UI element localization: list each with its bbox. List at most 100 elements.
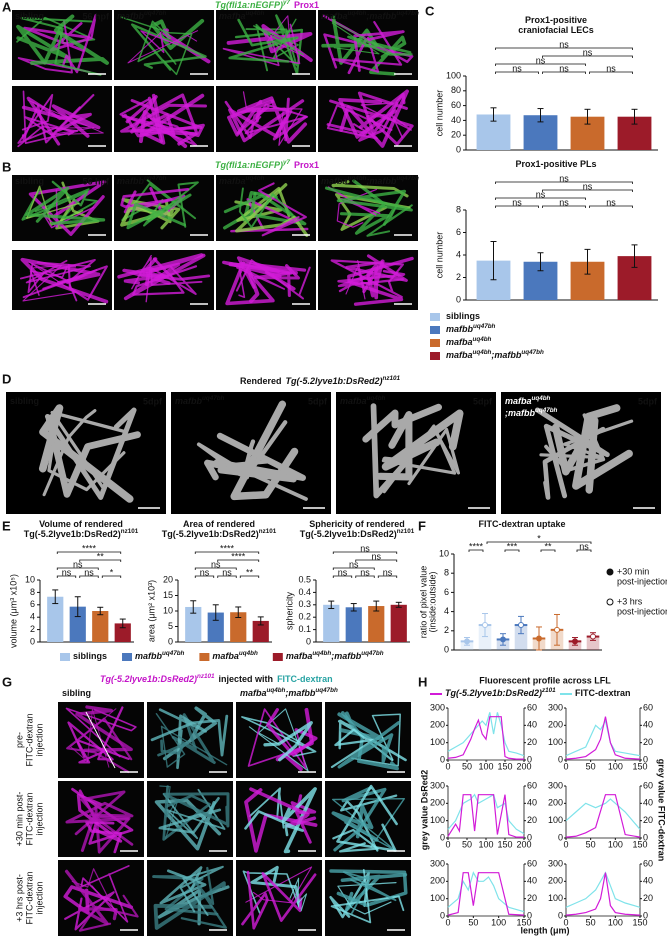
y-tick-label: 0 xyxy=(168,636,173,646)
dsred-profile xyxy=(565,716,641,760)
significance-label: ns xyxy=(73,559,83,569)
stage-label: 5dpf xyxy=(308,396,328,406)
tissue-signal xyxy=(155,713,228,768)
tissue-signal xyxy=(228,18,299,63)
y-axis-label: sphericity xyxy=(284,591,294,630)
y-tick-label: 200 xyxy=(430,798,445,808)
y2-tick-label: 40 xyxy=(527,876,537,886)
tissue-signal xyxy=(63,885,134,915)
y-tick-label: 20 xyxy=(163,574,173,584)
tissue-signal xyxy=(75,738,130,764)
y-tick-label: 0.5 xyxy=(298,574,311,584)
significance-bracket xyxy=(332,567,375,570)
label-part: mafba xyxy=(340,396,367,406)
y-tick-label: 6 xyxy=(444,587,449,597)
y-tick-label: 0.1 xyxy=(298,624,311,634)
tissue-signal xyxy=(336,784,398,852)
label-part: Tg(-5.2lyve1b:DsRed2) xyxy=(300,529,397,539)
superscript: uq47bh xyxy=(521,349,544,356)
tissue-signal xyxy=(157,739,186,757)
tissue-signal xyxy=(140,30,179,54)
tissue-signal xyxy=(23,22,93,52)
label-part: mafbb xyxy=(135,651,163,661)
x-tick-label: 50 xyxy=(468,917,478,927)
tissue-signal xyxy=(330,728,394,769)
tissue-signal xyxy=(366,204,413,237)
y-tick-label: 2 xyxy=(456,272,461,282)
bar xyxy=(368,606,385,642)
y-tick-label: 200 xyxy=(430,720,445,730)
y-tick-label: 300 xyxy=(430,858,445,868)
label-part: Tg(-5.2lyve1b:DsRed2) xyxy=(162,529,259,539)
label-part: sibling xyxy=(15,176,44,186)
tissue-signal xyxy=(85,820,123,854)
tissue-signal xyxy=(42,263,108,301)
tissue-signal xyxy=(244,788,318,853)
significance-label: *** xyxy=(507,541,518,551)
x-tick-label: 50 xyxy=(586,839,596,849)
tissue-signal xyxy=(257,182,307,237)
tissue-signal xyxy=(29,265,68,296)
y-tick-label: 100 xyxy=(548,737,563,747)
bar xyxy=(114,623,131,642)
mean-marker xyxy=(500,636,506,643)
significance-label: **** xyxy=(469,541,484,551)
rich-label: FITC-dextran xyxy=(575,688,631,698)
panel-letter: B xyxy=(2,159,11,174)
tissue-signal xyxy=(345,254,408,294)
tissue-signal xyxy=(326,101,399,142)
y2-tick-label: 40 xyxy=(643,798,653,808)
superscript: uq4bh xyxy=(267,687,286,694)
row-label: pre- xyxy=(14,732,24,748)
x-tick-label: 200 xyxy=(516,761,531,771)
y-tick-label: 200 xyxy=(548,798,563,808)
axes xyxy=(565,708,641,761)
label-part: sibling xyxy=(15,11,44,21)
significance-bracket xyxy=(217,575,237,578)
bar xyxy=(185,606,202,642)
tissue-signal xyxy=(337,881,397,915)
y-tick-label: 4 xyxy=(444,606,449,616)
y-tick-label: 0 xyxy=(456,294,461,304)
tissue-signal xyxy=(61,13,97,74)
legend-swatch xyxy=(272,653,283,661)
label-part: Tg(fli1a:nEGFP) xyxy=(215,160,283,170)
tissue-signal xyxy=(120,187,190,209)
y-tick-label: 100 xyxy=(430,737,445,747)
y2-tick-label: 20 xyxy=(643,815,653,825)
tissue-signal xyxy=(16,24,71,65)
tissue-signal xyxy=(275,707,314,772)
significance-label: ns xyxy=(62,567,72,577)
y2-tick-label: 20 xyxy=(643,737,653,747)
y-axis-label: ratio of pixel value xyxy=(418,566,428,639)
vessel-render xyxy=(362,403,443,443)
tissue-signal xyxy=(64,869,118,926)
significance-label: ** xyxy=(246,567,254,577)
y-tick-label: 8 xyxy=(444,568,449,578)
y-tick-label: 300 xyxy=(548,780,563,790)
y2-tick-label: 20 xyxy=(527,893,537,903)
vessel-render xyxy=(552,416,599,494)
superscript: uq4bh xyxy=(473,336,492,343)
legend-swatch xyxy=(199,653,210,661)
tissue-signal xyxy=(25,186,106,225)
tissue-signal xyxy=(75,705,133,752)
superscript: uq47bh xyxy=(396,175,419,182)
significance-bracket xyxy=(589,205,633,208)
x-tick-label: 150 xyxy=(516,917,531,927)
y-axis-label: volume (μm³ x10⁵) xyxy=(8,574,18,648)
significance-bracket xyxy=(79,575,99,578)
tissue-signal xyxy=(351,713,401,767)
y2-tick-label: 0 xyxy=(527,754,532,764)
fitc-profile xyxy=(565,871,641,908)
y2-tick-label: 60 xyxy=(527,858,537,868)
label-part: mafba xyxy=(212,651,239,661)
label-part: ;mafbb xyxy=(366,176,396,186)
significance-bracket xyxy=(239,575,260,578)
significance-bracket xyxy=(468,549,484,552)
significance-bracket xyxy=(355,575,375,578)
x-tick-label: 100 xyxy=(608,839,623,849)
tissue-signal xyxy=(153,881,226,930)
axes xyxy=(565,864,641,917)
y-tick-label: 40 xyxy=(451,115,461,125)
